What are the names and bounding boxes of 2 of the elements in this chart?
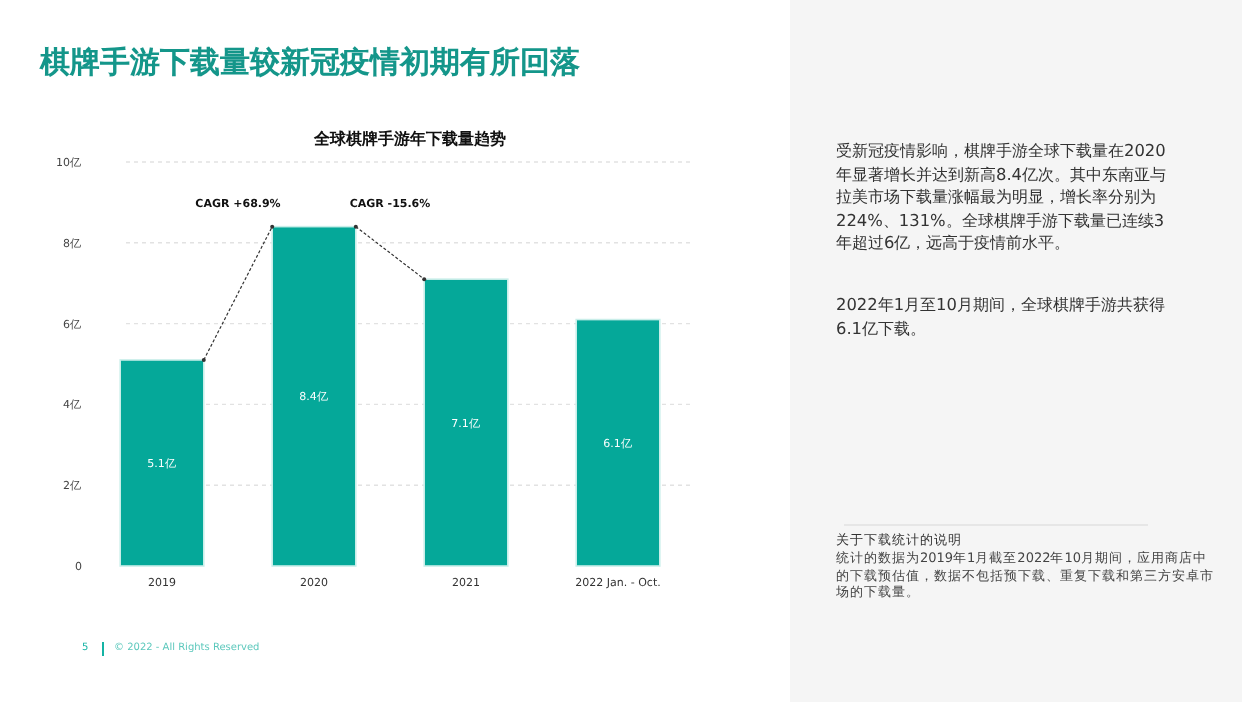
chart-subtitle: 全球棋牌手游年下载量趋势 xyxy=(312,130,506,148)
title: 棋牌手游下载量较新冠疫情初期有所回落 xyxy=(40,44,580,82)
